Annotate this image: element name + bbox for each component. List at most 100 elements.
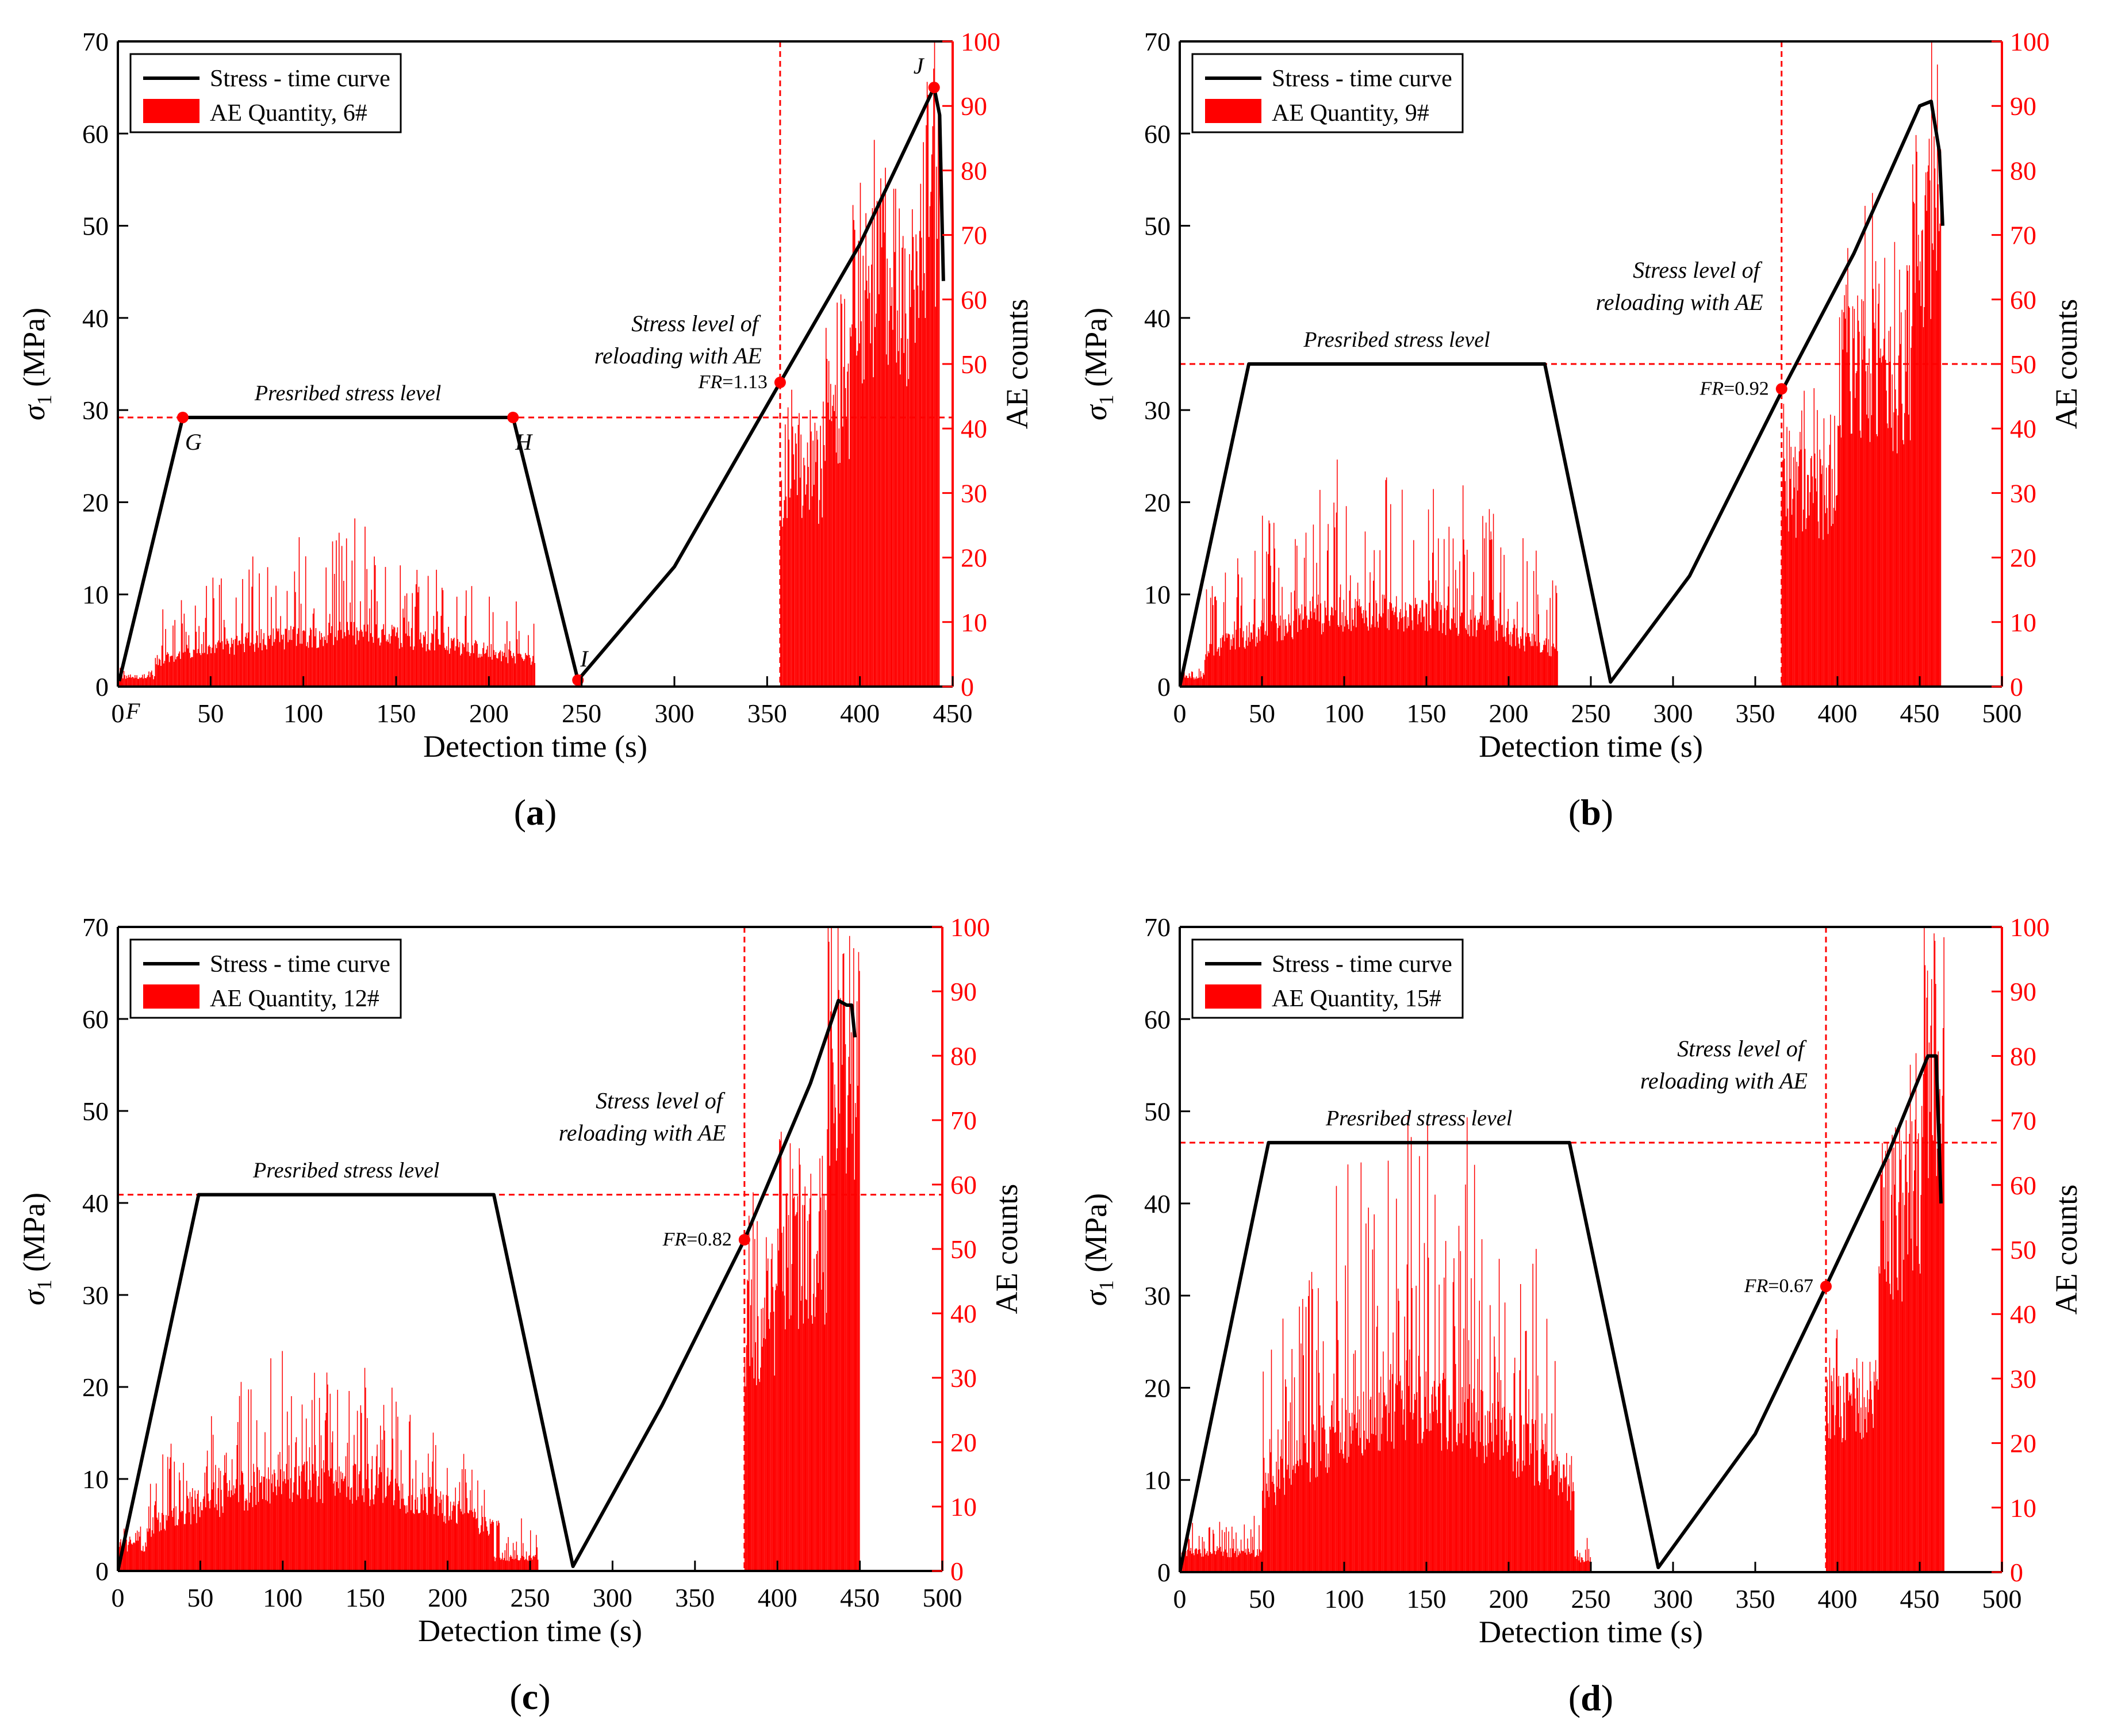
y-tick-label: 70 bbox=[1144, 913, 1171, 942]
ae-bar bbox=[517, 1560, 519, 1571]
ae-bar bbox=[1441, 1450, 1443, 1572]
ae-bar bbox=[1290, 1402, 1291, 1572]
ae-bar bbox=[1471, 1278, 1472, 1572]
ae-bar bbox=[362, 637, 364, 687]
ae-bar bbox=[1192, 1523, 1193, 1572]
ae-bar bbox=[1496, 630, 1498, 687]
fr-marker bbox=[738, 1234, 750, 1246]
ae-bar bbox=[527, 1559, 528, 1571]
ae-bar bbox=[306, 1461, 308, 1571]
ae-bar bbox=[1385, 1406, 1386, 1572]
ae-bar bbox=[432, 1432, 434, 1571]
ae-bar bbox=[1830, 415, 1831, 687]
ae-bar bbox=[1220, 1546, 1221, 1572]
ae-bar bbox=[297, 1495, 299, 1571]
ae-bar bbox=[1920, 1273, 1921, 1572]
ae-bar bbox=[1291, 592, 1292, 687]
ae-bar bbox=[1292, 1469, 1294, 1572]
ae-bar bbox=[1263, 623, 1264, 687]
ae-bar bbox=[217, 642, 218, 687]
ae-bar bbox=[148, 671, 149, 687]
y2-tick-label: 60 bbox=[2010, 285, 2036, 315]
ae-bar bbox=[232, 1495, 233, 1571]
ae-bar bbox=[850, 1032, 852, 1571]
ae-bar bbox=[874, 327, 876, 687]
ae-bar bbox=[884, 232, 885, 687]
ae-bar bbox=[1536, 1450, 1538, 1572]
ae-bar bbox=[1873, 1371, 1875, 1572]
ae-bar bbox=[1444, 1277, 1445, 1572]
ae-bar bbox=[305, 1418, 307, 1571]
y2-tick-label: 10 bbox=[2010, 608, 2036, 637]
ae-bar bbox=[1398, 1301, 1399, 1572]
ae-bar bbox=[318, 647, 320, 687]
ae-bar bbox=[132, 1545, 133, 1571]
ae-bar bbox=[797, 424, 799, 687]
ae-bar bbox=[1240, 628, 1241, 687]
ae-bar bbox=[798, 1329, 799, 1571]
ae-bar bbox=[168, 1469, 170, 1571]
ae-bar bbox=[1850, 1393, 1852, 1572]
ae-bar bbox=[462, 1514, 463, 1571]
ae-bar bbox=[534, 1557, 535, 1571]
ae-bar bbox=[1854, 309, 1855, 687]
x-tick-label: 150 bbox=[1407, 1584, 1447, 1614]
ae-bar bbox=[204, 653, 205, 687]
ae-bar bbox=[845, 1044, 846, 1571]
ae-bar bbox=[1794, 446, 1796, 687]
ae-bar bbox=[1374, 1417, 1376, 1572]
ae-bar bbox=[1393, 1448, 1395, 1572]
ae-bar bbox=[1888, 1261, 1889, 1572]
ae-bar bbox=[316, 648, 317, 687]
ae-bar bbox=[216, 648, 217, 687]
ae-bar bbox=[795, 433, 796, 687]
ae-bar bbox=[1831, 469, 1833, 687]
ae-bar bbox=[1870, 1381, 1871, 1572]
ae-bar bbox=[1186, 1556, 1187, 1572]
ae-bar bbox=[384, 635, 385, 687]
ae-bar bbox=[308, 1489, 309, 1571]
ae-bar bbox=[335, 1496, 336, 1571]
ae-bar bbox=[154, 676, 155, 687]
ae-bar bbox=[859, 971, 860, 1571]
y-tick-label: 40 bbox=[1144, 304, 1171, 333]
ae-bar bbox=[1534, 1485, 1535, 1572]
ae-bar bbox=[348, 630, 349, 687]
ae-bar bbox=[1259, 641, 1261, 687]
ae-bar bbox=[228, 643, 229, 687]
ae-bar bbox=[840, 294, 842, 687]
ae-bar bbox=[1227, 1557, 1229, 1572]
ae-bar bbox=[1259, 1549, 1261, 1572]
ae-bar bbox=[1859, 1432, 1861, 1572]
ae-bar bbox=[305, 556, 306, 687]
ae-bar bbox=[1251, 1553, 1252, 1572]
ae-bar bbox=[853, 220, 854, 687]
ae-bar bbox=[1286, 1386, 1287, 1572]
ae-bar bbox=[1341, 1398, 1343, 1572]
ae-bar bbox=[486, 1526, 488, 1571]
y-title-subscript: 1 bbox=[1095, 394, 1118, 405]
ae-bar bbox=[1461, 1423, 1462, 1572]
ae-bar bbox=[243, 1484, 244, 1571]
ae-bar bbox=[312, 647, 313, 687]
ae-bar bbox=[1314, 1442, 1315, 1572]
ae-bar bbox=[1360, 1162, 1362, 1572]
ae-bar bbox=[791, 1315, 792, 1571]
ae-bar bbox=[1861, 299, 1862, 687]
ae-bar bbox=[246, 1500, 248, 1571]
ae-bar bbox=[313, 1473, 314, 1571]
y2-axis-title: AE counts bbox=[2049, 1185, 2084, 1315]
ae-bar bbox=[194, 606, 196, 687]
ae-bar bbox=[263, 1476, 264, 1571]
ae-bar bbox=[1932, 1135, 1933, 1572]
y2-tick-label: 40 bbox=[961, 414, 987, 443]
ae-bar bbox=[808, 1214, 810, 1571]
ae-bar bbox=[182, 623, 183, 687]
ae-bar bbox=[276, 1495, 277, 1571]
legend-label-ae: AE Quantity, 6# bbox=[210, 100, 367, 127]
ae-bar bbox=[1437, 1423, 1438, 1572]
ae-bar bbox=[938, 104, 939, 687]
ae-bar bbox=[1473, 1388, 1475, 1572]
ae-bar bbox=[793, 1196, 795, 1571]
